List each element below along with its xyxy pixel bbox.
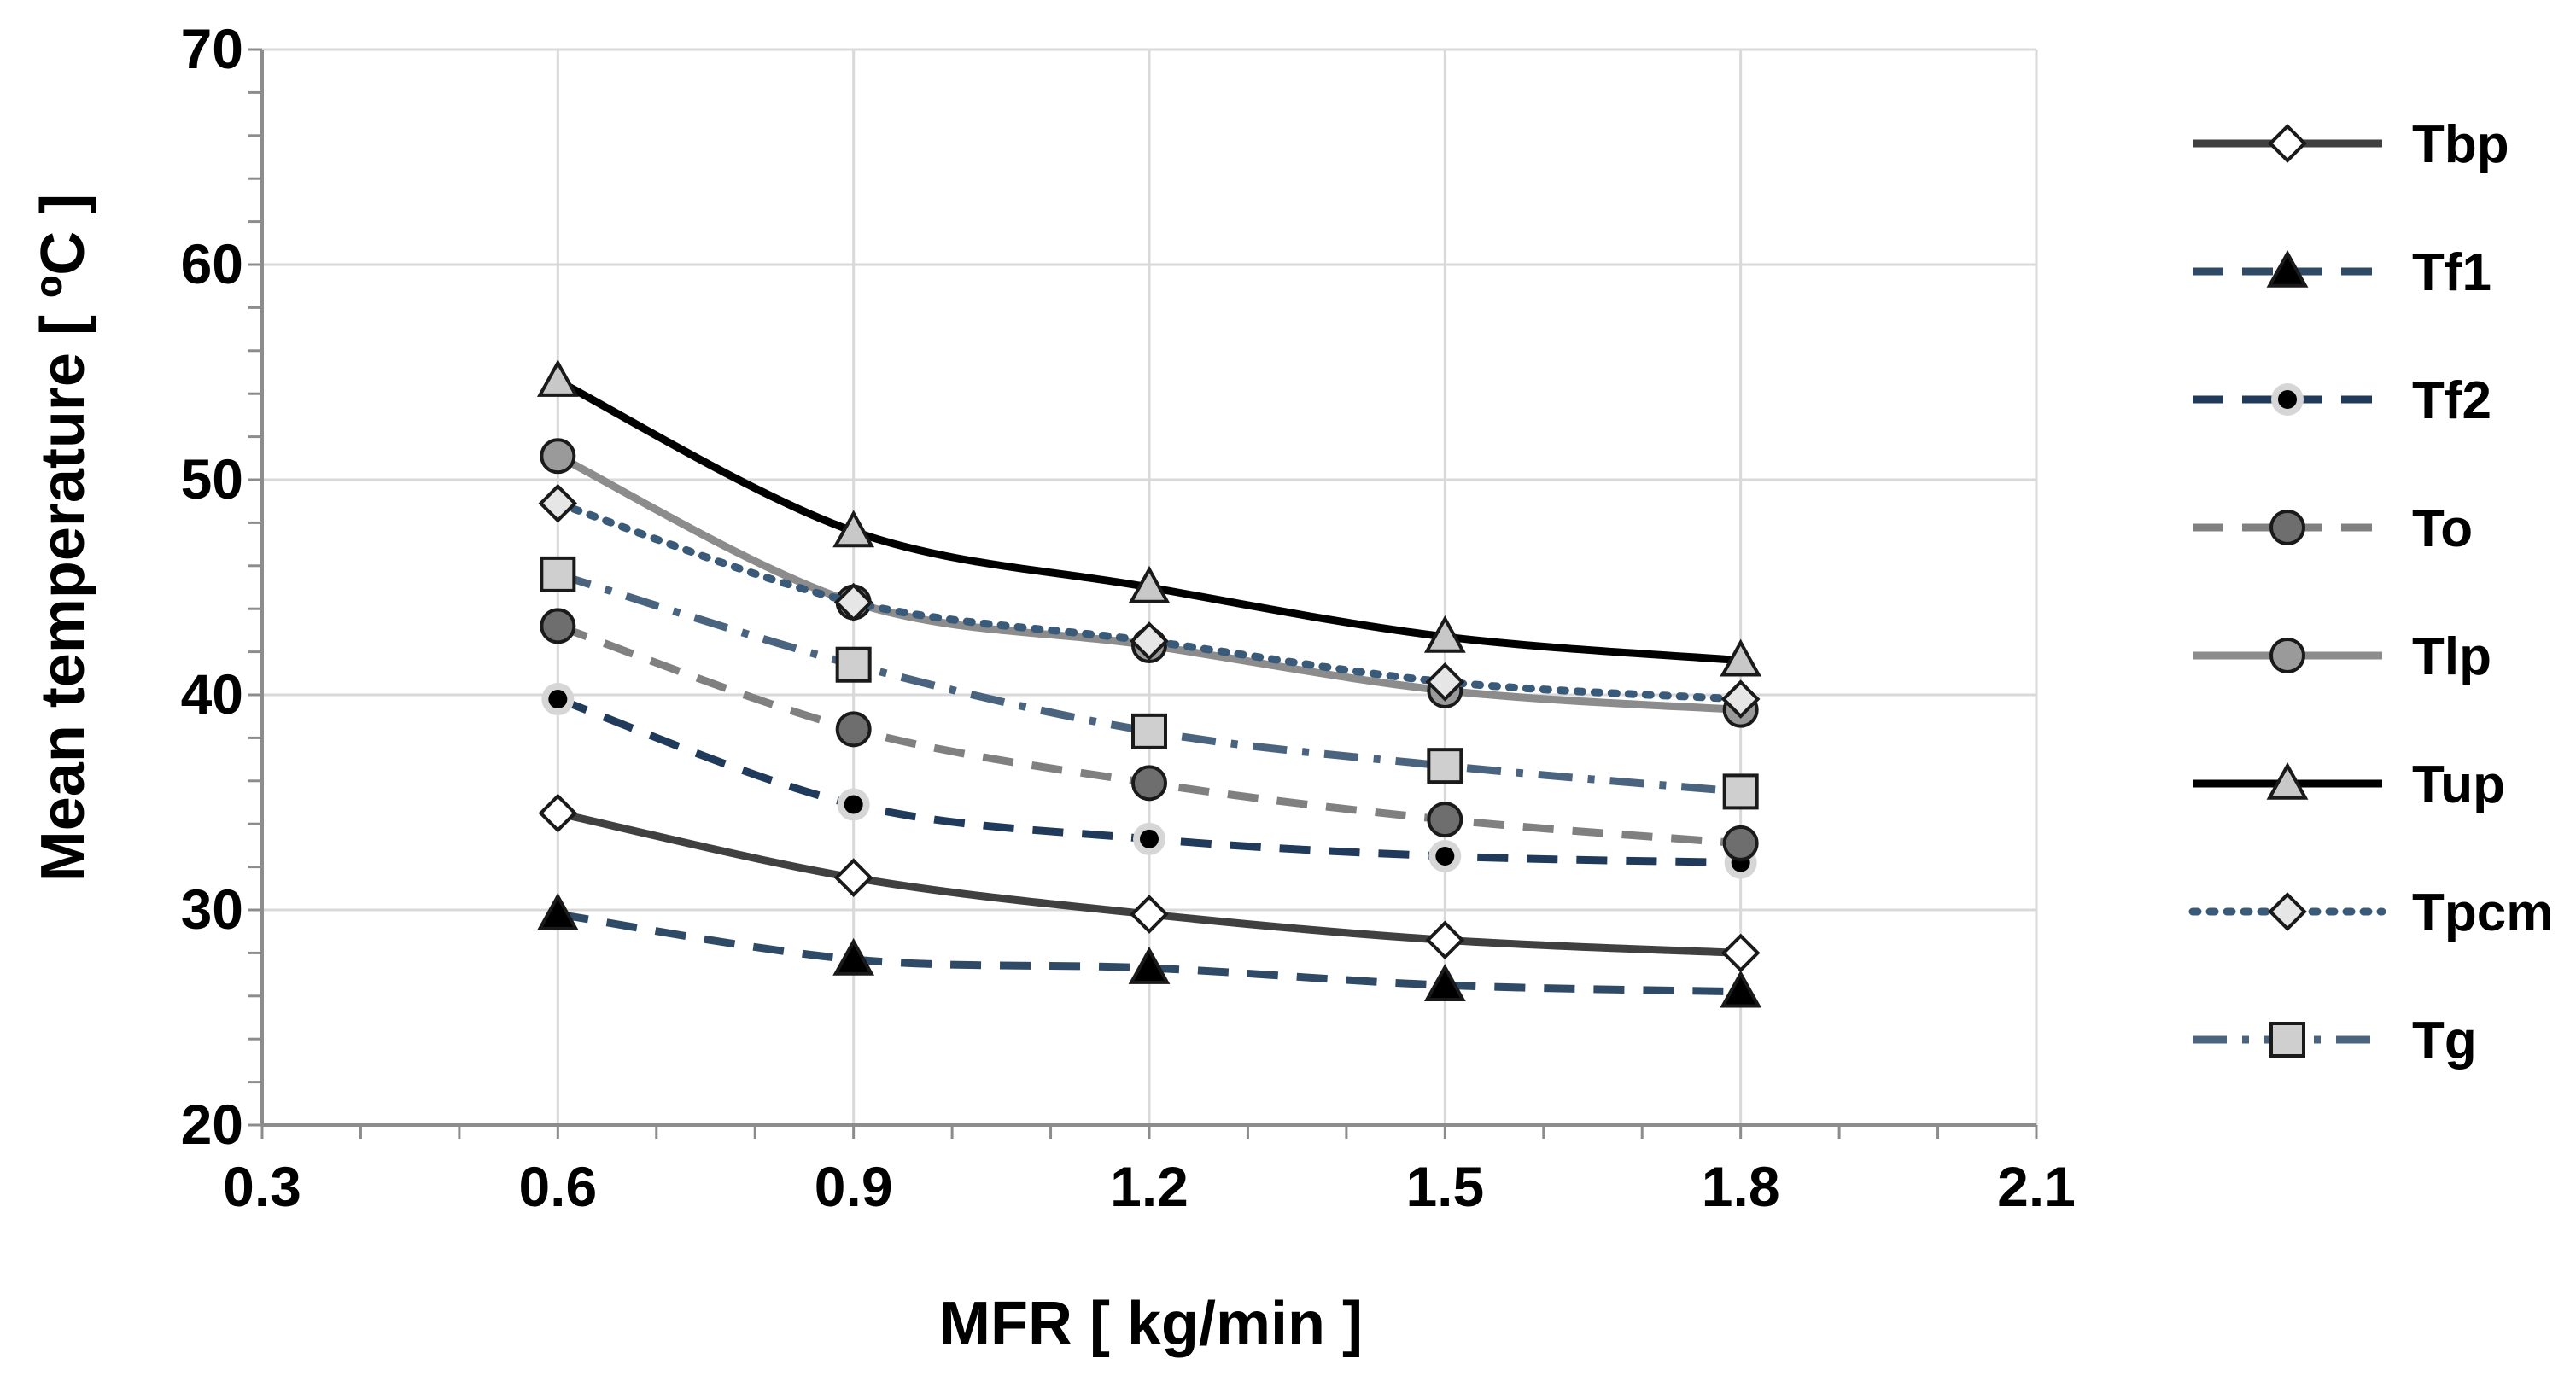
data-point-tup: [832, 510, 875, 548]
legend-item-tlp: Tlp: [2193, 627, 2491, 686]
data-point-tf1: [536, 892, 579, 930]
series-tf1: [536, 892, 1762, 1008]
data-point-to: [540, 608, 576, 644]
x-tick-labels: 0.3 0.6 0.9 1.2 1.5 1.8 2.1: [223, 1155, 2076, 1218]
x-tick-label: 2.1: [1997, 1155, 2076, 1218]
series-tpcm: [538, 483, 1761, 719]
data-point-to: [1131, 765, 1167, 802]
x-tick-label: 1.2: [1110, 1155, 1189, 1218]
data-point-to: [835, 711, 872, 748]
x-tick-label: 0.3: [223, 1155, 301, 1218]
legend-label: To: [2412, 499, 2473, 558]
data-point-tup: [1423, 615, 1466, 653]
x-tick-label: 1.8: [1702, 1155, 1780, 1218]
data-point-tpcm: [538, 483, 578, 523]
data-point-tbp: [538, 793, 578, 833]
series-tup: [536, 359, 1762, 677]
legend-swatch-marker: [2268, 124, 2307, 163]
x-axis-label: MFR [ kg/min ]: [939, 1290, 1363, 1358]
data-point-tup: [536, 359, 579, 397]
data-point-tpcm: [1130, 621, 1169, 661]
legend-item-to: To: [2193, 499, 2473, 558]
data-point-tpcm: [1425, 662, 1465, 702]
legend-swatch-marker: [2278, 390, 2297, 409]
series-tbp: [538, 793, 1761, 973]
data-point-tg: [1722, 773, 1759, 810]
data-point-tf1: [832, 937, 875, 976]
legend-swatch-marker: [2269, 638, 2305, 673]
y-tick-label: 70: [181, 17, 243, 80]
x-tick-label: 0.6: [518, 1155, 597, 1218]
legend-label: Tup: [2412, 755, 2505, 814]
data-point-tbp: [1425, 920, 1465, 960]
legend-swatch-marker: [2269, 1022, 2305, 1058]
data-point-tf2: [1435, 847, 1455, 866]
data-point-tbp: [833, 858, 873, 898]
data-point-tg: [1427, 748, 1463, 784]
series-line-tg: [557, 570, 1742, 796]
series-to: [540, 608, 1759, 861]
data-point-tup: [1128, 565, 1171, 603]
data-point-tg: [540, 556, 576, 592]
legend-swatch-marker: [2268, 892, 2307, 931]
data-point-tg: [1131, 713, 1167, 749]
y-tick-label: 30: [181, 877, 243, 941]
data-point-to: [1722, 825, 1759, 861]
y-tick-label: 60: [181, 232, 243, 295]
legend-item-tup: Tup: [2193, 755, 2505, 814]
y-tick-label: 20: [181, 1093, 243, 1156]
legend-label: Tbp: [2412, 115, 2509, 174]
legend-label: Tlp: [2412, 627, 2491, 686]
data-point-tpcm: [1720, 679, 1761, 719]
legend-label: Tpcm: [2412, 883, 2553, 942]
y-tick-label: 50: [181, 447, 243, 510]
x-tick-label: 1.5: [1405, 1155, 1484, 1218]
legend-item-tpcm: Tpcm: [2188, 883, 2553, 942]
y-axis-label: Mean temperature [ ºC ]: [29, 194, 97, 882]
data-point-to: [1427, 802, 1463, 838]
legend-label: Tg: [2412, 1012, 2477, 1070]
y-tick-label: 40: [181, 662, 243, 726]
legend-label: Tf2: [2412, 371, 2491, 430]
axes: [248, 48, 2038, 1139]
data-point-tg: [835, 646, 872, 683]
data-point-tbp: [1720, 933, 1761, 973]
legend-swatch-marker: [2266, 761, 2309, 800]
y-tick-labels: 20 30 40 50 60 70: [181, 17, 243, 1156]
legend-item-tbp: Tbp: [2193, 115, 2509, 174]
series-line-tpcm: [553, 499, 1745, 703]
data-point-tf1: [1423, 964, 1466, 1001]
data-series: [536, 359, 1762, 1008]
data-point-tlp: [540, 438, 576, 475]
data-point-tf2: [548, 690, 568, 709]
data-point-tf2: [1140, 829, 1159, 848]
data-point-tf1: [1720, 970, 1762, 1008]
legend-item-tf1: Tf1: [2193, 243, 2491, 302]
data-point-tpcm: [833, 582, 873, 622]
series-tg: [540, 556, 1759, 810]
legend: Tbp Tf1 Tf2 To Tlp Tup Tpcm Tg: [2188, 115, 2553, 1070]
legend-item-tg: Tg: [2193, 1012, 2477, 1070]
x-tick-label: 0.9: [815, 1155, 893, 1218]
data-point-tup: [1720, 638, 1762, 677]
legend-swatch-marker: [2269, 510, 2305, 545]
data-point-tf1: [1128, 946, 1171, 984]
data-point-tf2: [844, 795, 863, 814]
legend-swatch-marker: [2266, 249, 2309, 288]
data-point-tbp: [1130, 895, 1169, 934]
legend-label: Tf1: [2412, 243, 2491, 302]
legend-item-tf2: Tf2: [2193, 371, 2491, 430]
